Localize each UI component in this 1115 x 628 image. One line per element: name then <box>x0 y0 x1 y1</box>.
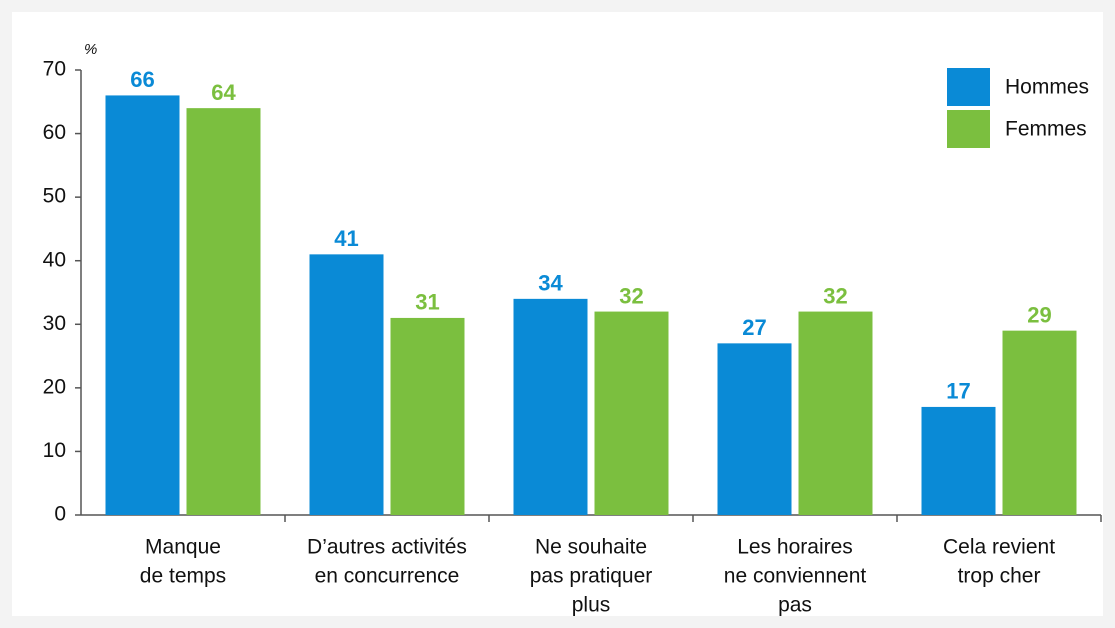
value-label: 29 <box>1027 302 1051 327</box>
x-tick-label: pas <box>778 594 812 617</box>
x-tick-label: en concurrence <box>315 565 460 588</box>
value-label: 31 <box>415 290 439 315</box>
bar <box>717 343 792 515</box>
value-label: 32 <box>619 283 643 308</box>
bar <box>309 254 384 515</box>
bar <box>921 406 996 515</box>
value-label: 34 <box>538 271 563 296</box>
bar <box>1002 330 1077 515</box>
x-tick-label: de temps <box>140 565 226 588</box>
y-tick-label: 70 <box>43 58 66 81</box>
y-unit: % <box>84 41 97 58</box>
bar <box>105 95 180 515</box>
value-label: 17 <box>946 379 970 404</box>
x-tick-label: trop cher <box>958 565 1041 588</box>
bar <box>390 317 465 515</box>
bar <box>513 298 588 515</box>
y-tick-label: 20 <box>43 375 66 398</box>
value-label: 32 <box>823 283 847 308</box>
x-tick-label: D’autres activités <box>307 536 467 559</box>
value-label: 41 <box>334 226 358 251</box>
x-tick-label: Cela revient <box>943 536 1055 559</box>
y-tick-label: 40 <box>43 248 66 271</box>
x-tick-label: Les horaires <box>737 536 853 559</box>
x-tick-label: Ne souhaite <box>535 536 647 559</box>
y-tick-label: 10 <box>43 439 66 462</box>
legend-swatch <box>947 68 990 106</box>
y-tick-label: 60 <box>43 121 66 144</box>
bar <box>186 108 261 516</box>
x-tick-label: pas pratiquer <box>530 565 653 588</box>
y-tick-label: 50 <box>43 185 66 208</box>
x-tick-label: Manque <box>145 536 221 559</box>
y-tick-label: 30 <box>43 312 66 335</box>
legend-label: Hommes <box>1005 76 1089 99</box>
y-tick-label: 0 <box>54 503 66 526</box>
legend-swatch <box>947 110 990 148</box>
value-label: 64 <box>211 80 236 105</box>
legend-label: Femmes <box>1005 118 1087 141</box>
x-tick-label: ne conviennent <box>724 565 867 588</box>
bar <box>594 311 669 515</box>
value-label: 27 <box>742 315 766 340</box>
bar <box>798 311 873 515</box>
value-label: 66 <box>130 67 154 92</box>
x-tick-label: plus <box>572 594 611 617</box>
